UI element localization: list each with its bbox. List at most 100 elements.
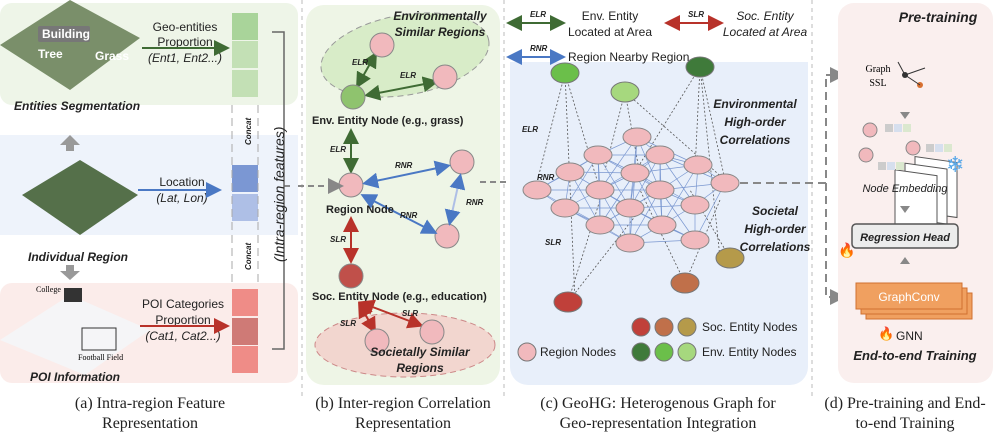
soc-entity-node <box>338 263 364 289</box>
graphconv-stack <box>855 282 973 320</box>
panel-a: Building Tree Grass Entities Segmentatio… <box>0 0 298 432</box>
slr-label-2: SLR <box>340 319 356 328</box>
college-label: College <box>36 285 61 294</box>
caption-c: (c) GeoHG: Heterogenous Graph for <box>540 395 776 412</box>
graph-elr-label: ELR <box>522 125 538 134</box>
env-high-order-label-2: High-order <box>724 115 787 129</box>
caption-a: (a) Intra-region Feature <box>75 395 225 412</box>
graphconv-label: GraphConv <box>878 290 939 304</box>
region-node <box>645 145 675 165</box>
env-nodes-legend: Env. Entity Nodes <box>702 345 797 359</box>
soc-nodes-legend: Soc. Entity Nodes <box>702 320 797 334</box>
region-node <box>550 198 580 218</box>
legend-nodes <box>517 317 697 362</box>
gnn-label: GNN <box>896 329 923 343</box>
geo-entities-label-3: (Ent1, Ent2...) <box>148 51 222 65</box>
region-node <box>683 155 713 175</box>
feature-vector <box>232 13 258 373</box>
entities-segmentation-label: Entities Segmentation <box>14 99 140 113</box>
panel-b: Environmentally Similar Regions ELR ELR … <box>306 5 500 432</box>
region-node <box>615 233 645 253</box>
legend-slr-text: Soc. Entity <box>736 9 794 23</box>
region-node <box>647 215 677 235</box>
location-coords-label: (Lat, Lon) <box>156 191 207 205</box>
pretraining-title: Pre-training <box>899 9 978 25</box>
soc-entity-node <box>553 291 583 313</box>
poi-categories-label-2: Proportion <box>155 313 210 327</box>
region-node <box>555 162 585 182</box>
regression-head-box <box>851 223 959 249</box>
soc-entity-node <box>670 272 700 294</box>
env-high-order-label-3: Correlations <box>720 133 791 147</box>
legend-slr-label: SLR <box>688 10 704 19</box>
region-node <box>622 127 652 147</box>
region-node-label: Region Node <box>326 204 394 216</box>
legend-rnr-text: Region Nearby Region <box>568 50 689 64</box>
soc-high-order-label-3: Correlations <box>740 240 811 254</box>
legend-elr-label: ELR <box>530 10 546 19</box>
seg-building: Building <box>42 27 90 41</box>
location-label: Location <box>159 175 204 189</box>
soc-entity-node <box>715 247 745 269</box>
poi-categories-label-3: (Cat1, Cat2...) <box>145 329 220 343</box>
intra-region-features-label: (Intra-region features) <box>271 127 287 262</box>
fire-trainable-icon-2: 🔥 <box>878 326 894 341</box>
env-high-order-label: Environmental <box>713 97 797 111</box>
panel-c: ELR Env. Entity Located at Area SLR Soc.… <box>505 0 811 432</box>
concat-label-1: Concat <box>244 118 253 145</box>
legend-rnr-label: RNR <box>530 44 548 53</box>
concat-label-2: Concat <box>244 243 253 270</box>
graph-rnr-label: RNR <box>537 173 555 182</box>
rnr-label-2: RNR <box>466 198 484 207</box>
env-entity-node <box>340 84 366 110</box>
end-to-end-title: End-to-end Training <box>853 348 976 363</box>
caption-c-2: Geo-representation Integration <box>560 415 757 432</box>
rnr-edge <box>564 154 599 209</box>
graph-ssl-label: Graph <box>866 64 891 75</box>
snowflake-frozen-icon: ❄ <box>946 152 964 177</box>
legend-elr-text-2: Located at Area <box>568 25 652 39</box>
caption-d: (d) Pre-training and End- <box>824 395 985 412</box>
env-similar-label-2: Similar Regions <box>395 25 486 39</box>
region-node <box>585 215 615 235</box>
soc-high-order-label-2: High-order <box>744 222 807 236</box>
rnr-label: RNR <box>395 161 413 170</box>
football-field-icon <box>81 327 117 351</box>
node-embedding-label: Node Embedding <box>862 183 948 195</box>
panel-d: Pre-training Graph SSL ❄ Node Embedding … <box>824 3 993 432</box>
region-node <box>583 145 613 165</box>
seg-tree: Tree <box>38 47 63 61</box>
poi-information-label: POI Information <box>30 370 120 384</box>
region-node <box>680 195 710 215</box>
geo-entities-label: Geo-entities <box>153 20 218 34</box>
graph-slr-label: SLR <box>545 238 561 247</box>
elr-label-2: ELR <box>400 71 416 80</box>
soc-similar-label: Societally Similar <box>370 345 471 359</box>
region-node <box>615 198 645 218</box>
graph-ssl-icon <box>894 61 958 232</box>
env-entity-node <box>550 62 580 84</box>
node-embedding-icon <box>858 122 952 170</box>
env-entity-node <box>685 56 715 78</box>
rnr-edge <box>661 164 699 226</box>
individual-region-label: Individual Region <box>28 250 128 264</box>
caption-b-2: Representation <box>355 415 451 432</box>
env-similar-label: Environmentally <box>393 9 488 23</box>
region-node <box>522 180 552 200</box>
regression-head-label: Regression Head <box>860 232 950 244</box>
elr-label: ELR <box>352 58 368 67</box>
region-node <box>680 230 710 250</box>
soc-node-label: Soc. Entity Node (e.g., education) <box>312 291 487 303</box>
elr-label-3: ELR <box>330 145 346 154</box>
region-node <box>585 180 615 200</box>
poi-categories-label: POI Categories <box>142 297 224 311</box>
env-node-label: Env. Entity Node (e.g., grass) <box>312 115 464 127</box>
football-field-label: Football Field <box>78 353 123 362</box>
soc-similar-label-2: Regions <box>396 361 444 375</box>
region-node <box>645 180 675 200</box>
region-nodes <box>522 127 740 253</box>
geo-entities-label-2: Proportion <box>157 35 212 49</box>
legend-elr-text: Env. Entity <box>582 9 638 23</box>
rnr-label-3: RNR <box>400 211 418 220</box>
slr-label: SLR <box>330 235 346 244</box>
